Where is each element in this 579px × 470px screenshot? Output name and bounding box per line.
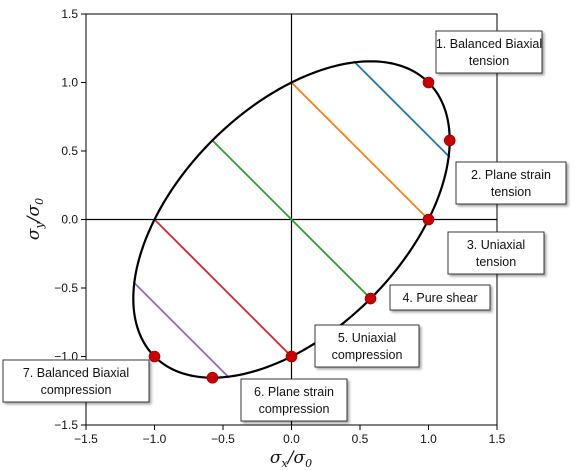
stress-state-marker bbox=[148, 350, 161, 363]
stress-chord bbox=[132, 281, 230, 379]
annotation-box bbox=[435, 30, 543, 74]
y-tick-label: 0.0 bbox=[61, 213, 78, 227]
stress-state-label: 5. Uniaxial compression bbox=[314, 324, 420, 368]
stress-chord bbox=[153, 218, 293, 358]
annotation-text: 2. Plane strain bbox=[471, 168, 551, 182]
annotation-text: 7. Balanced Biaxial bbox=[23, 366, 129, 380]
y-tick-label: 1.0 bbox=[61, 76, 78, 90]
annotation-text: compression bbox=[259, 402, 330, 416]
axis-ticks bbox=[81, 13, 498, 430]
x-tick-label: 0.0 bbox=[283, 432, 300, 446]
stress-state-label: 1. Balanced Biaxial tension bbox=[435, 30, 543, 74]
annotation-text: tension bbox=[476, 255, 516, 269]
x-axis-label: σx/σ0 bbox=[270, 448, 312, 470]
y-tick-label: 1.5 bbox=[61, 7, 78, 21]
annotation-text: 5. Uniaxial bbox=[338, 331, 396, 345]
stress-state-markers bbox=[148, 76, 456, 384]
y-tick-label: −0.5 bbox=[54, 281, 78, 295]
annotation-text: 6. Plane strain bbox=[254, 385, 334, 399]
stress-state-label: 6. Plane strain compression bbox=[240, 378, 348, 422]
stress-state-marker bbox=[364, 292, 377, 305]
stress-state-marker bbox=[422, 213, 435, 226]
annotation-box bbox=[2, 359, 150, 403]
stress-state-marker bbox=[206, 371, 219, 384]
y-axis-label: σy/σ0 bbox=[24, 198, 46, 240]
x-tick-label: 0.5 bbox=[352, 432, 369, 446]
stress-chords bbox=[132, 60, 451, 379]
stress-state-label: 2. Plane strain tension bbox=[455, 161, 567, 205]
annotation-text: compression bbox=[41, 383, 112, 397]
annotation-text: tension bbox=[469, 54, 509, 68]
stress-state-marker bbox=[443, 134, 456, 147]
stress-chord bbox=[290, 81, 430, 221]
x-tick-label: −0.5 bbox=[211, 432, 235, 446]
annotation-text: tension bbox=[491, 185, 531, 199]
y-tick-label: −1.5 bbox=[54, 418, 78, 432]
stress-state-label: 4. Pure shear bbox=[389, 284, 491, 311]
annotation-box bbox=[455, 161, 567, 205]
y-tick-label: 0.5 bbox=[61, 144, 78, 158]
x-tick-label: −1.5 bbox=[74, 432, 98, 446]
stress-state-marker bbox=[422, 76, 435, 89]
annotation-text: 3. Uniaxial bbox=[467, 238, 525, 252]
stress-state-label: 7. Balanced Biaxial compression bbox=[2, 359, 150, 403]
stress-chord bbox=[353, 60, 451, 158]
stress-state-label: 3. Uniaxial tension bbox=[447, 231, 545, 275]
tick-labels: −1.5 −1.0 −0.5 0.0 0.5 1.0 1.5−1.5−1.0−0.50.00… bbox=[54, 7, 505, 446]
annotation-text: 4. Pure shear bbox=[402, 291, 477, 305]
x-tick-label: −1.0 bbox=[143, 432, 167, 446]
x-tick-label: 1.0 bbox=[420, 432, 437, 446]
annotation-box bbox=[240, 378, 348, 422]
annotation-box bbox=[447, 231, 545, 275]
stress-chord bbox=[211, 139, 372, 300]
annotation-box bbox=[389, 284, 491, 311]
annotation-box bbox=[314, 324, 420, 368]
annotation-text: 1. Balanced Biaxial bbox=[436, 37, 542, 51]
x-tick-label: 1.5 bbox=[489, 432, 506, 446]
annotation-text: compression bbox=[332, 348, 403, 362]
stress-state-marker bbox=[285, 350, 298, 363]
